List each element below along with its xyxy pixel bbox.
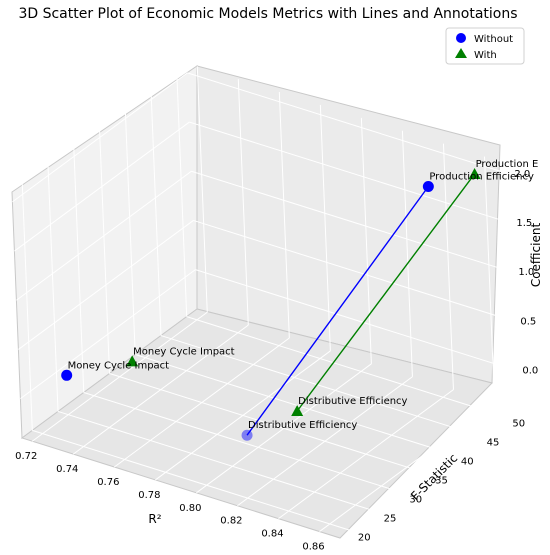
grid-line-y-left [124, 108, 136, 355]
annotation-without-2: Production Efficiency [429, 171, 534, 182]
annotation-with-0: Money Cycle Impact [133, 346, 235, 357]
grid-line-y [186, 316, 505, 418]
y-axis-ticks: 20 25 30 35 40 45 50 [358, 419, 525, 544]
y-tick-label: 35 [435, 476, 448, 487]
grid-line-z-left [18, 220, 194, 350]
grid-line-y [57, 410, 377, 512]
y-tick-label: 30 [409, 494, 422, 505]
x-axis-ticks: 0.72 0.74 0.76 0.78 0.80 0.82 0.84 0.86 [15, 451, 324, 552]
grid-line-x-back [401, 130, 413, 377]
x-tick-label: 0.72 [15, 451, 37, 462]
grid-line-y-left [73, 146, 85, 393]
x-tick-label: 0.82 [220, 516, 242, 527]
pane-floor [20, 308, 493, 539]
grid-line-y-left [21, 184, 33, 431]
x-axis-label: R² [148, 512, 161, 526]
grid-line-y-left [176, 70, 188, 317]
grid-line-x-back [442, 143, 454, 390]
legend: Without With [445, 27, 525, 65]
z-tick-label: 0.5 [520, 316, 536, 327]
annotation-with-1: Distributive Efficiency [298, 396, 407, 407]
grid-line-z-left [14, 121, 190, 252]
grid-line-y-left [150, 89, 162, 336]
z-tick-label: 1.5 [516, 218, 532, 229]
data-points [61, 167, 481, 441]
grid-line-x-back [319, 104, 331, 351]
chart-title: 3D Scatter Plot of Economic Models Metri… [18, 6, 517, 22]
grid-line-y-left [47, 165, 59, 412]
grid-line-z-back [193, 219, 512, 321]
point-without-1 [241, 429, 253, 441]
point-with-1 [291, 405, 304, 417]
grid-line-y [109, 373, 428, 474]
grid-line-z-back [187, 72, 506, 174]
x-tick-label: 0.80 [179, 503, 201, 514]
point-annotations: Money Cycle Impact Distributive Efficienc… [68, 159, 539, 431]
point-with-2 [468, 167, 481, 179]
grid-line-z-left [16, 170, 192, 301]
z-tick-label: 2.0 [514, 169, 530, 180]
z-tick-label: 1.0 [518, 267, 534, 278]
point-without-2 [422, 180, 434, 192]
grid-line-y [32, 429, 351, 531]
y-tick-label: 25 [384, 513, 397, 524]
grid-line-x-back [237, 79, 249, 326]
z-axis-label: Coefficient [529, 223, 543, 288]
legend-label-without: Without [474, 34, 513, 45]
annotation-without-1: Distributive Efficiency [248, 420, 357, 431]
y-tick-label: 50 [512, 419, 525, 430]
annotation-without-0: Money Cycle Impact [68, 360, 170, 371]
point-with-0 [126, 355, 139, 367]
z-axis-ticks: 0.0 0.5 1.0 1.5 2.0 [514, 169, 538, 377]
x-tick-label: 0.86 [302, 542, 324, 553]
x-tick-label: 0.84 [261, 529, 283, 540]
y-tick-label: 20 [358, 532, 371, 543]
point-without-0 [61, 369, 73, 381]
grid-line-x-back [196, 66, 208, 313]
grid-line-z-left [12, 72, 188, 203]
grid-line-y-left [99, 127, 110, 374]
grid-line-z-back [189, 121, 508, 223]
grid-line-z-back [191, 170, 510, 272]
x-tick-label: 0.76 [97, 477, 119, 488]
series-lines [246, 173, 476, 436]
grid-lines [12, 66, 514, 532]
series-line-0 [246, 186, 429, 436]
x-tick-label: 0.78 [138, 490, 160, 501]
grid-line-y [135, 354, 454, 456]
z-tick-label: 0.0 [522, 366, 538, 377]
grid-line-z-back [195, 269, 514, 371]
grid-line-x-back [278, 92, 290, 339]
y-tick-label: 45 [487, 438, 500, 449]
legend-marker-without [456, 33, 466, 43]
legend-label-with: With [474, 50, 497, 61]
grid-line-y [83, 391, 402, 493]
grid-line-y [160, 335, 480, 437]
grid-line-z-left [20, 269, 196, 400]
legend-marker-with [455, 48, 467, 58]
grid-line-x-back [360, 117, 372, 364]
y-tick-label: 40 [461, 457, 474, 468]
grid-line-x-back [483, 156, 495, 403]
x-tick-label: 0.74 [56, 464, 78, 475]
annotation-with-2: Production E [476, 159, 539, 170]
series-line-1 [296, 173, 476, 412]
